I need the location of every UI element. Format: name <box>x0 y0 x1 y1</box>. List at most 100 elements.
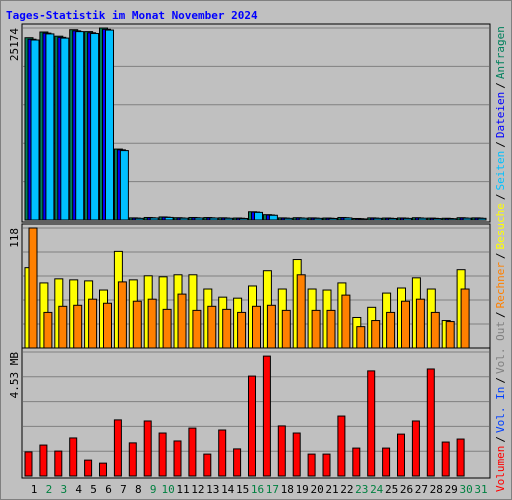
x-tick-label: 2 <box>46 483 53 496</box>
bar <box>60 37 70 221</box>
legend-separator: / <box>494 252 507 259</box>
bar <box>337 415 346 477</box>
bar <box>477 217 487 221</box>
bar <box>417 217 427 221</box>
x-tick-label: 15 <box>236 483 249 496</box>
bar <box>224 217 234 221</box>
bar <box>277 425 286 477</box>
x-tick-label: 25 <box>385 483 398 496</box>
legend-separator: / <box>494 377 507 384</box>
bar <box>252 305 261 349</box>
bar <box>313 217 323 221</box>
legend-item: Volumen <box>494 446 507 492</box>
bar <box>397 433 405 477</box>
bar <box>401 300 410 349</box>
x-tick-label: 6 <box>105 483 112 496</box>
x-tick-label: 23 <box>355 483 368 496</box>
bar <box>30 39 40 221</box>
bar <box>147 298 157 349</box>
bar <box>39 444 48 477</box>
bar <box>388 217 398 221</box>
bar <box>432 218 442 221</box>
x-tick-label: 27 <box>415 483 428 496</box>
bar <box>103 302 112 349</box>
x-tick-label: 5 <box>90 483 97 496</box>
legend-item: Besuche <box>494 203 507 249</box>
x-tick-label: 31 <box>474 483 487 496</box>
bar <box>233 448 242 477</box>
bar <box>69 437 78 477</box>
bar <box>341 294 351 349</box>
bar <box>411 420 420 477</box>
bar <box>222 308 232 349</box>
x-tick-label: 14 <box>221 483 235 496</box>
bar <box>119 150 129 221</box>
bar <box>73 304 83 349</box>
y-tick-label: 4.53 MB <box>8 352 21 399</box>
legend-separator: / <box>494 311 507 318</box>
bar <box>445 321 455 349</box>
bar <box>128 442 137 477</box>
bar <box>268 214 278 221</box>
bar <box>371 320 381 349</box>
bar <box>460 288 470 349</box>
bar <box>164 216 174 221</box>
bar <box>132 300 142 349</box>
bar <box>149 217 159 221</box>
bar <box>356 326 366 349</box>
bar <box>415 298 425 349</box>
bar <box>322 453 331 477</box>
bar <box>311 309 321 349</box>
bar <box>283 217 293 221</box>
x-tick-label: 17 <box>266 483 279 496</box>
legend-separator: / <box>494 141 507 148</box>
bar <box>373 217 383 221</box>
bar <box>430 311 440 349</box>
bar <box>266 304 276 349</box>
bar <box>343 217 353 221</box>
x-tick-label: 4 <box>75 483 82 496</box>
x-tick-label: 1 <box>31 483 38 496</box>
bar <box>143 420 152 477</box>
x-tick-label: 22 <box>340 483 353 496</box>
bar <box>292 432 301 477</box>
legend-item: Seiten <box>494 151 507 191</box>
bar <box>134 217 144 221</box>
bar <box>158 432 167 477</box>
x-tick-label: 19 <box>296 483 309 496</box>
bar <box>203 453 212 477</box>
x-tick-label: 3 <box>60 483 67 496</box>
bar <box>84 459 93 477</box>
bar <box>43 311 53 349</box>
bar <box>88 298 98 349</box>
x-tick-label: 8 <box>135 483 142 496</box>
bar <box>58 305 68 349</box>
chart-title: Tages-Statistik im Monat November 2024 <box>6 9 258 22</box>
bar <box>54 450 63 477</box>
bar <box>248 375 256 477</box>
bar <box>382 447 391 477</box>
bar <box>237 311 247 349</box>
legend: Volumen / Vol. In / Vol. Out / Rechner / Besuche… <box>494 26 507 492</box>
bar <box>218 429 227 477</box>
bar <box>177 293 187 349</box>
bar <box>188 427 197 477</box>
bar <box>298 217 308 221</box>
bar <box>281 309 291 349</box>
bar <box>24 451 33 477</box>
bar <box>105 29 114 221</box>
x-tick-label: 21 <box>325 483 338 496</box>
bar <box>352 447 361 477</box>
x-tick-label: 11 <box>176 483 189 496</box>
x-tick-label: 30 <box>459 483 472 496</box>
x-tick-label: 28 <box>430 483 443 496</box>
x-tick-label: 18 <box>281 483 294 496</box>
bar <box>28 227 38 349</box>
bar <box>173 440 182 477</box>
bar <box>209 217 219 221</box>
x-tick-label: 16 <box>251 483 264 496</box>
y-tick-label: 25174 <box>8 28 21 61</box>
bar <box>441 441 450 477</box>
bar <box>358 218 368 221</box>
